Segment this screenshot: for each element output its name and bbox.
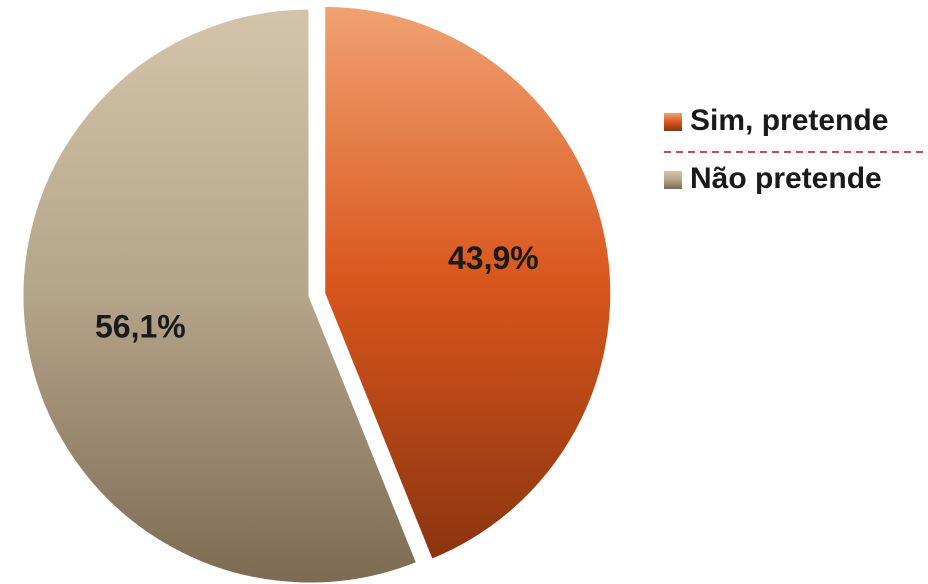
- legend-item-sim-pretende: Sim, pretende: [664, 104, 888, 137]
- legend-swatch-nao-pretende: [664, 171, 682, 189]
- data-label-sim-pretende: 43,9%: [448, 240, 539, 276]
- legend-swatch-sim-pretende: [664, 113, 682, 131]
- data-label-nao-pretende: 56,1%: [95, 308, 186, 344]
- legend-label-nao-pretende: Não pretende: [690, 162, 882, 195]
- pie-slice-sim-pretende: [322, 3, 614, 562]
- pie-slice-nao-pretende: [20, 6, 420, 584]
- legend-label-sim-pretende: Sim, pretende: [690, 104, 888, 137]
- legend: Sim, pretende Não pretende: [664, 104, 924, 195]
- pie-slices: [20, 3, 614, 584]
- pie-data-labels: 43,9% 56,1%: [95, 240, 539, 344]
- legend-item-nao-pretende: Não pretende: [664, 162, 882, 195]
